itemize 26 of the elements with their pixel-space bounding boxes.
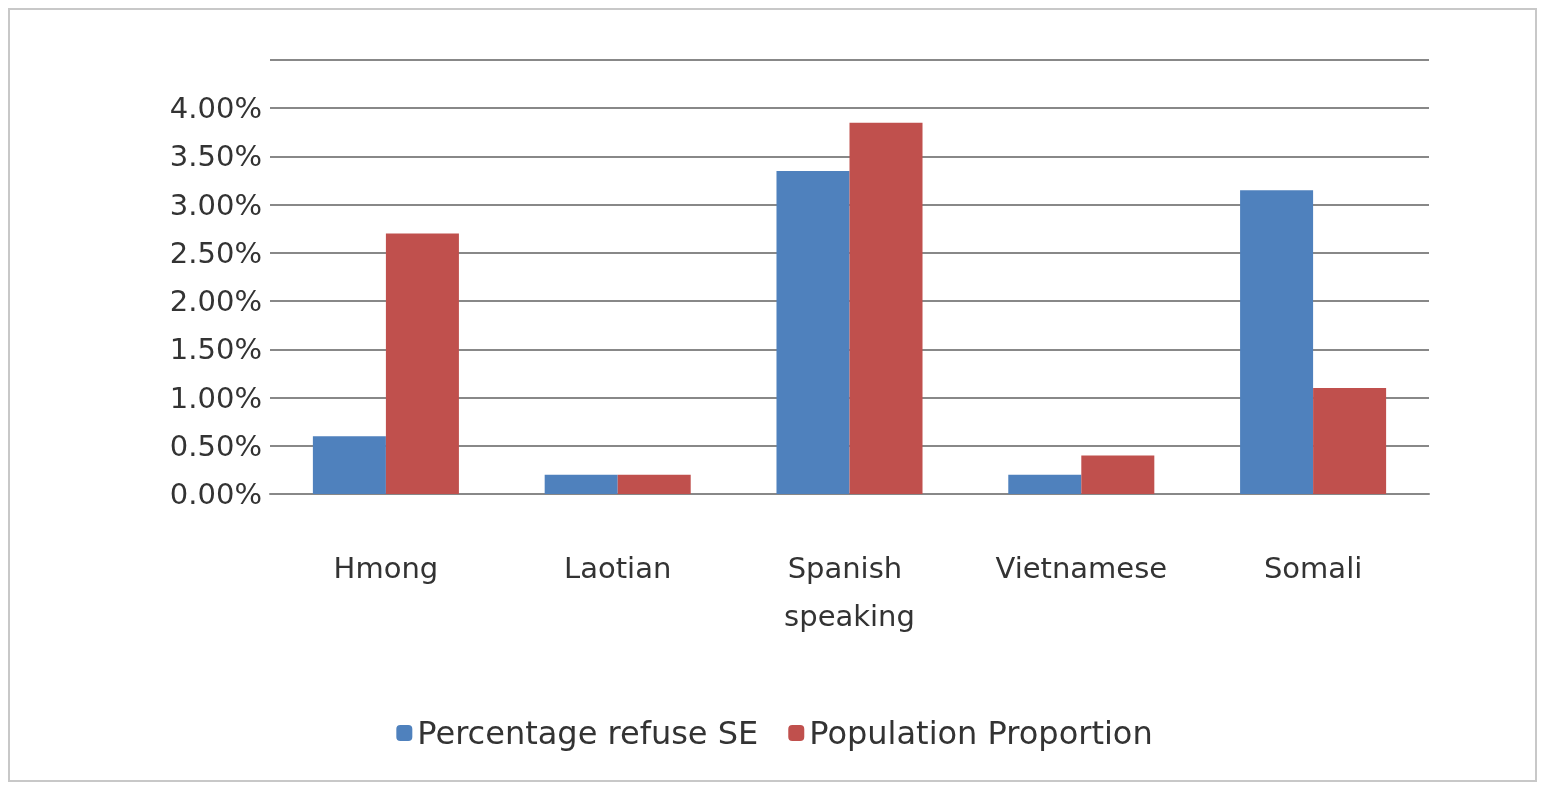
y-tick-label: 2.00% (169, 284, 262, 319)
bar (544, 474, 618, 494)
x-tick-label: Spanish speaking (784, 551, 915, 633)
y-tick-label: 3.50% (169, 139, 262, 174)
bar (312, 436, 386, 494)
bar (1081, 455, 1155, 494)
bar (617, 474, 691, 494)
x-tick-label: Laotian (564, 551, 672, 585)
bar (1008, 474, 1082, 494)
bar (1313, 387, 1387, 494)
bar (776, 170, 850, 494)
bar (849, 122, 923, 494)
x-tick-label: Hmong (333, 551, 439, 585)
y-tick-label: 0.50% (169, 428, 262, 463)
y-tick-label: 3.00% (169, 187, 262, 222)
y-tick-label: 2.50% (169, 235, 262, 270)
x-tick-label: Vietnamese (995, 551, 1168, 585)
y-tick-label: 1.00% (169, 380, 262, 415)
y-tick-label: 4.00% (169, 91, 262, 126)
y-tick-label: 0.00% (169, 477, 262, 511)
x-tick-label: Somali (1263, 551, 1363, 585)
bar (1240, 190, 1314, 494)
legend-label: Percentage refuse SE (417, 714, 759, 752)
legend-label: Population Proportion (809, 714, 1153, 752)
bar (385, 233, 459, 494)
y-tick-label: 1.50% (169, 332, 262, 367)
